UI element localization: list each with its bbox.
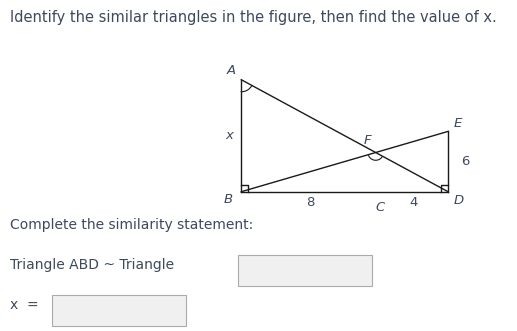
Text: 6: 6 [461, 155, 469, 168]
Text: C: C [375, 201, 385, 214]
Text: F: F [363, 134, 371, 147]
Text: x  =: x = [10, 298, 39, 312]
Text: Triangle ABD ~ Triangle: Triangle ABD ~ Triangle [10, 258, 174, 272]
Text: A: A [227, 64, 236, 77]
Text: 8: 8 [306, 196, 314, 210]
Text: Complete the similarity statement:: Complete the similarity statement: [10, 218, 254, 232]
Text: E: E [453, 117, 462, 130]
Text: x: x [225, 129, 233, 142]
Text: Identify the similar triangles in the figure, then find the value of x.: Identify the similar triangles in the fi… [10, 10, 497, 25]
Text: 4: 4 [409, 196, 418, 210]
Text: B: B [223, 193, 233, 207]
Text: D: D [453, 194, 463, 207]
